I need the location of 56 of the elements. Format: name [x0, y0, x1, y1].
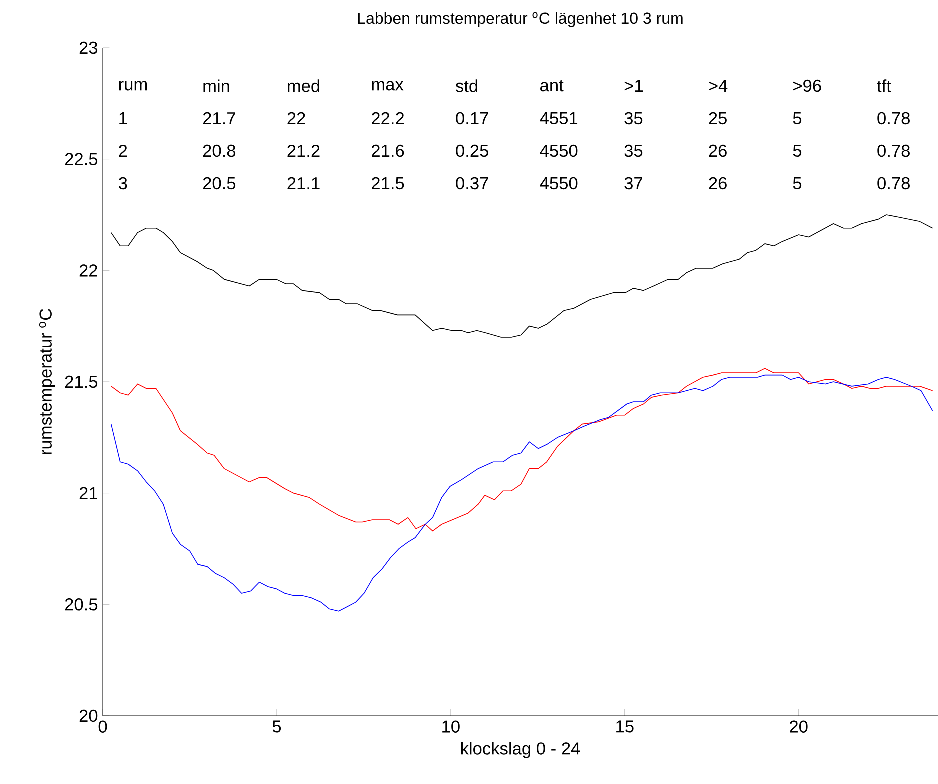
x-tick-label: 0 — [98, 720, 108, 733]
annotation: 21.6 — [372, 144, 404, 158]
annotation: 4550 — [540, 144, 578, 158]
x-tick-label: 15 — [616, 720, 634, 733]
annotation: 0.78 — [878, 112, 910, 125]
y-tick-label: 21 — [80, 487, 98, 500]
annotation: 0.25 — [456, 144, 488, 158]
annotation: 20.8 — [203, 144, 236, 158]
annotation: 0.17 — [456, 112, 488, 125]
annotation: 0.78 — [878, 177, 910, 190]
annotation: 26 — [709, 144, 727, 158]
chart-title: Labben rumstemperatur $^{o}$C lägenhet 10 3 rum — [358, 12, 683, 28]
annotation: 37 — [624, 177, 642, 190]
annotation: 21.1 — [288, 177, 320, 190]
y-tick-label: 20 — [80, 710, 98, 722]
annotation: 21.7 — [203, 112, 236, 125]
x-tick-label: 20 — [790, 720, 808, 733]
annotation: >96 — [794, 80, 822, 92]
y-tick-label: 20.5 — [65, 598, 98, 611]
annotation: rum — [119, 81, 148, 91]
annotation: 22 — [288, 112, 306, 125]
x-tick-label: 5 — [272, 720, 282, 733]
annotation: 21.5 — [372, 177, 404, 190]
annotation: max — [372, 81, 404, 91]
annotation: 5 — [793, 144, 802, 158]
annotation: 5 — [793, 112, 802, 125]
annotation: med — [288, 80, 320, 92]
annotation: std — [456, 80, 478, 92]
y-tick-label: 22.5 — [65, 153, 98, 166]
x-axis-title: klockslag 0 - 24 — [461, 742, 580, 758]
y-tick-label: 23 — [80, 42, 98, 54]
x-tick-label: 10 — [442, 720, 460, 733]
y-tick-label: 21.5 — [65, 376, 98, 388]
y-axis-title: rumstemperatur $^{o}$C — [39, 309, 56, 454]
annotation: 3 — [118, 177, 128, 190]
annotation: 25 — [709, 112, 727, 125]
annotation: 22.2 — [372, 112, 404, 125]
annotation: >1 — [624, 80, 643, 92]
annotation: ant — [540, 80, 564, 92]
annotation: 20.5 — [203, 177, 236, 190]
annotation: 1 — [120, 112, 128, 124]
annotation: 2 — [119, 144, 128, 158]
annotation: tft — [877, 80, 892, 92]
annotation: min — [204, 80, 230, 92]
annotation: 35 — [624, 144, 643, 158]
annotation: 26 — [709, 177, 727, 190]
annotation: 21.2 — [288, 144, 320, 158]
annotation: >4 — [709, 80, 728, 92]
annotation: 4550 — [540, 177, 578, 190]
annotation: 4551 — [540, 112, 578, 125]
annotation: 5 — [793, 177, 802, 190]
annotation: 0.78 — [878, 144, 910, 158]
annotation: 0.37 — [456, 177, 488, 190]
y-tick-label: 22 — [80, 264, 98, 277]
annotation: 35 — [624, 112, 643, 125]
line-series — [110, 214, 934, 338]
